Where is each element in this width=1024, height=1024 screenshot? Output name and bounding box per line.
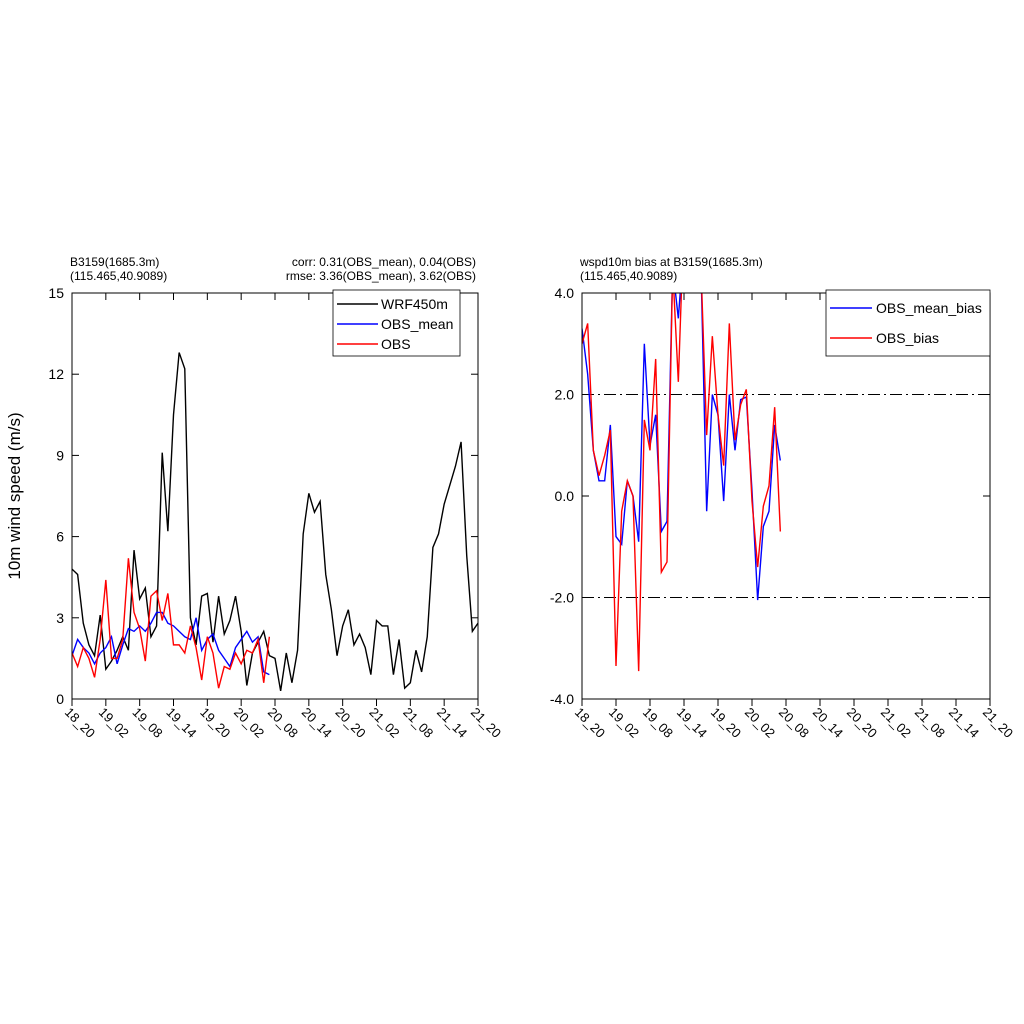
legend-label: WRF450m bbox=[381, 296, 448, 312]
x-tick-label: 18_20 bbox=[62, 705, 98, 741]
panel-title: B3159(1685.3m) bbox=[70, 255, 159, 269]
x-tick-label: 19_02 bbox=[96, 705, 132, 741]
x-tick-label: 18_20 bbox=[572, 705, 608, 741]
stats-text: corr: 0.31(OBS_mean), 0.04(OBS) bbox=[292, 255, 476, 269]
plot-frame bbox=[581, 292, 991, 700]
x-tick-label: 21_02 bbox=[878, 705, 914, 741]
legend-box bbox=[332, 289, 461, 357]
x-tick-label: 21_20 bbox=[468, 705, 504, 741]
panel-title: (115.465,40.9089) bbox=[580, 269, 677, 283]
x-tick-label: 21_14 bbox=[946, 705, 982, 741]
legend-box bbox=[825, 289, 991, 357]
plot-area bbox=[72, 352, 478, 691]
x-tick-label: 20_20 bbox=[844, 705, 880, 741]
x-tick-label: 20_20 bbox=[333, 705, 369, 741]
y-tick-label: 4.0 bbox=[555, 285, 575, 301]
y-tick-label: 0 bbox=[56, 691, 64, 707]
y-tick-label: -2.0 bbox=[550, 590, 574, 606]
plot-area bbox=[582, 293, 782, 672]
x-tick-label: 21_08 bbox=[912, 705, 948, 741]
x-tick-label: 20_02 bbox=[742, 705, 778, 741]
legend-label: OBS bbox=[381, 336, 411, 352]
plot-frame bbox=[71, 292, 479, 700]
series-line bbox=[72, 352, 478, 691]
legend-label: OBS_mean_bias bbox=[876, 300, 982, 316]
y-tick-label: 2.0 bbox=[555, 387, 575, 403]
x-tick-label: 21_02 bbox=[366, 705, 402, 741]
series-line bbox=[582, 293, 782, 672]
x-tick-label: 20_08 bbox=[776, 705, 812, 741]
x-tick-label: 19_20 bbox=[197, 705, 233, 741]
x-tick-label: 20_14 bbox=[810, 705, 846, 741]
x-tick-label: 19_20 bbox=[708, 705, 744, 741]
x-tick-label: 21_08 bbox=[400, 705, 436, 741]
x-tick-label: 19_14 bbox=[163, 705, 199, 741]
x-tick-label: 19_14 bbox=[674, 705, 710, 741]
y-tick-label: 0.0 bbox=[555, 488, 575, 504]
panel-title: wspd10m bias at B3159(1685.3m) bbox=[579, 255, 763, 269]
panel: B3159(1685.3m)(115.465,40.9089) corr: 0.3… bbox=[5, 255, 504, 741]
y-tick-label: 6 bbox=[56, 529, 64, 545]
y-tick-label: 9 bbox=[56, 447, 64, 463]
y-tick-label: 15 bbox=[48, 285, 64, 301]
x-tick-label: 19_08 bbox=[130, 705, 166, 741]
y-tick-label: -4.0 bbox=[550, 691, 574, 707]
panel: wspd10m bias at B3159(1685.3m)(115.465,4… bbox=[550, 255, 1016, 741]
legend-label: OBS_bias bbox=[876, 330, 939, 346]
legend-label: OBS_mean bbox=[381, 316, 453, 332]
series-line bbox=[72, 558, 271, 689]
stats-text: rmse: 3.36(OBS_mean), 3.62(OBS) bbox=[286, 269, 476, 283]
x-tick-label: 19_08 bbox=[640, 705, 676, 741]
x-tick-label: 20_08 bbox=[265, 705, 301, 741]
y-tick-label: 3 bbox=[56, 610, 64, 626]
x-tick-label: 21_14 bbox=[434, 705, 470, 741]
y-tick-label: 12 bbox=[48, 366, 64, 382]
panel-title: (115.465,40.9089) bbox=[70, 269, 167, 283]
x-tick-label: 19_02 bbox=[606, 705, 642, 741]
x-tick-label: 20_02 bbox=[231, 705, 267, 741]
x-tick-label: 21_20 bbox=[980, 705, 1016, 741]
x-tick-label: 20_14 bbox=[299, 705, 335, 741]
y-axis-label: 10m wind speed (m/s) bbox=[5, 412, 24, 579]
